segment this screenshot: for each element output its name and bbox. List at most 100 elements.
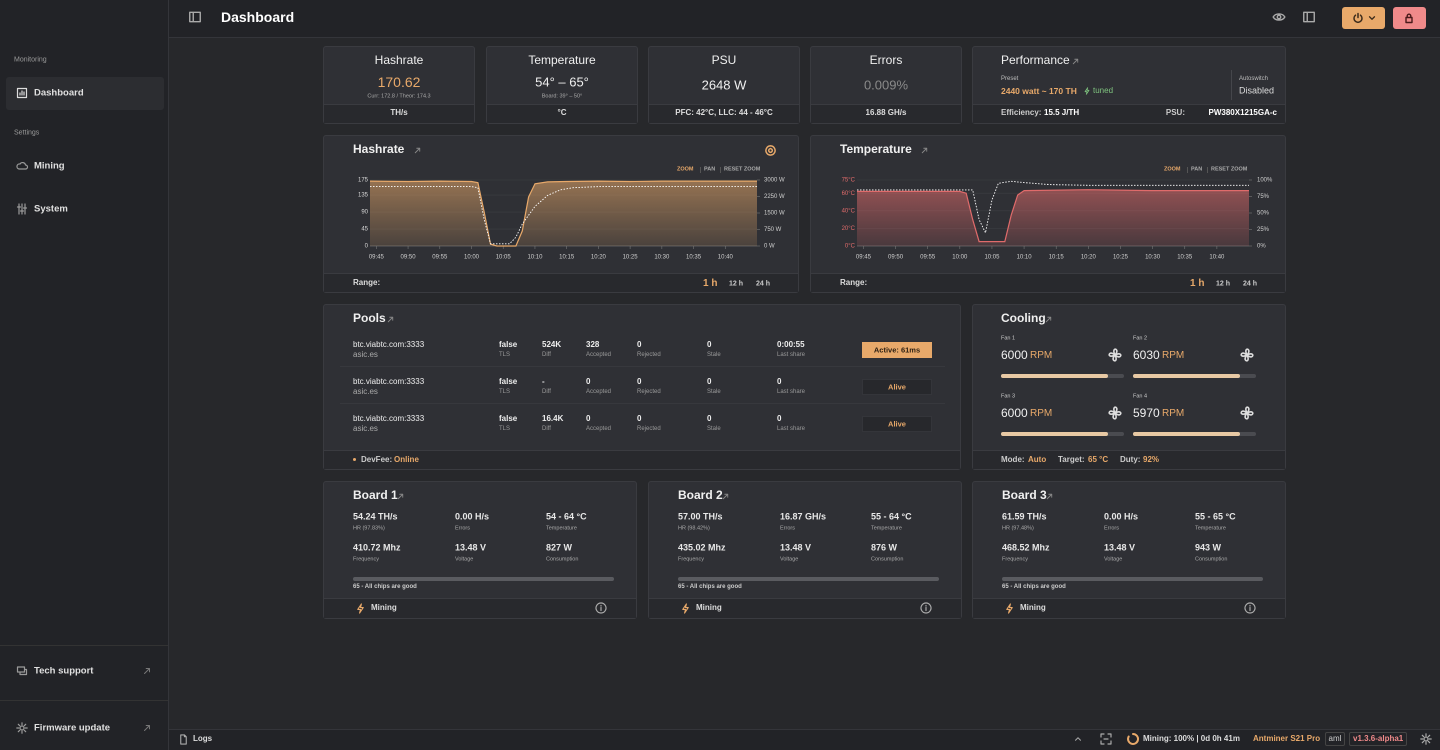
chart-control[interactable]: RESET ZOOM bbox=[1211, 166, 1248, 173]
card-footer: 16.88 GH/s bbox=[865, 108, 907, 117]
card-title: Pools bbox=[353, 311, 386, 325]
fan-fill bbox=[1001, 374, 1108, 378]
arrow-icon bbox=[1046, 493, 1052, 499]
panel-icon[interactable] bbox=[188, 10, 202, 24]
performance-card-footer bbox=[973, 104, 1285, 123]
range-label: Range: bbox=[840, 278, 868, 287]
tuned: tuned bbox=[1093, 86, 1114, 95]
card-title: Errors bbox=[869, 53, 903, 67]
board-label: Errors bbox=[1104, 525, 1119, 532]
label: DevFee: bbox=[361, 455, 393, 464]
tag-box bbox=[1325, 732, 1345, 746]
board-label: Consumption bbox=[1195, 556, 1228, 563]
section-label: Settings bbox=[14, 129, 40, 137]
pool-stale: 0 bbox=[707, 377, 712, 386]
arrow-icon bbox=[144, 668, 150, 674]
nav-active[interactable] bbox=[6, 77, 164, 110]
nav-item[interactable]: System bbox=[34, 203, 68, 215]
page-title: Dashboard bbox=[221, 9, 295, 25]
info-icon[interactable] bbox=[1244, 602, 1256, 614]
fan-rpm: 6000 bbox=[1001, 406, 1028, 420]
range-option[interactable]: 1 h bbox=[1190, 278, 1205, 289]
board-card bbox=[648, 481, 962, 619]
card-detail: Curr: 172.8 / Theor: 174.3 bbox=[367, 93, 431, 100]
card-title: Board 2 bbox=[678, 488, 723, 502]
gear-icon bbox=[16, 722, 28, 734]
tag: aml bbox=[1328, 734, 1342, 743]
info-icon[interactable] bbox=[920, 602, 932, 614]
chart-card bbox=[323, 135, 799, 293]
range-option[interactable]: 12 h bbox=[1216, 280, 1231, 288]
lock-icon bbox=[1405, 13, 1413, 24]
arrow-glyph bbox=[387, 316, 393, 322]
pool-label: Diff bbox=[542, 389, 551, 395]
pool-label: Stale bbox=[707, 426, 721, 432]
pool-label: Last share bbox=[777, 389, 806, 395]
nav-item[interactable]: Dashboard bbox=[34, 87, 84, 99]
board-temperature: 54 - 64 °C bbox=[546, 511, 587, 522]
gear-icon[interactable] bbox=[1420, 733, 1432, 745]
range-option[interactable]: 1 h bbox=[703, 278, 718, 289]
nav-item[interactable]: Tech support bbox=[34, 665, 94, 677]
range-option[interactable]: 24 h bbox=[1243, 280, 1258, 288]
board-label: Frequency bbox=[678, 556, 704, 563]
pool-label: Last share bbox=[777, 352, 806, 358]
spinner-icon bbox=[1127, 732, 1139, 745]
panel-icon[interactable] bbox=[1302, 10, 1316, 24]
cloud-icon bbox=[16, 161, 29, 170]
chart-control[interactable]: ZOOM bbox=[677, 166, 694, 173]
chart-control[interactable]: ZOOM bbox=[1164, 166, 1181, 173]
chip-status: 65 - All chips are good bbox=[1002, 584, 1066, 590]
cooling-target: 65 °C bbox=[1088, 455, 1109, 464]
board-status: Mining bbox=[1020, 603, 1046, 612]
top-bar bbox=[169, 0, 1440, 38]
info-icon[interactable] bbox=[595, 602, 607, 614]
label: Duty: bbox=[1120, 455, 1141, 464]
chevdown-icon bbox=[1368, 16, 1376, 20]
chart-control[interactable]: RESET ZOOM bbox=[724, 166, 761, 173]
pool-url: btc.viabtc.com:3333 bbox=[353, 340, 425, 349]
row-divider bbox=[340, 366, 945, 367]
cloud-glyph bbox=[16, 161, 29, 170]
pool-user: asic.es bbox=[353, 350, 378, 359]
summary-card-footer bbox=[811, 104, 961, 123]
target-icon[interactable] bbox=[764, 144, 776, 156]
pool-label: Rejected bbox=[637, 352, 661, 358]
bolt-icon bbox=[356, 602, 364, 614]
chart-control[interactable]: PAN bbox=[704, 166, 716, 173]
range-option[interactable]: 12 h bbox=[729, 280, 744, 288]
board-label: HR (98.42%) bbox=[678, 525, 710, 532]
version: v1.3.6-alpha1 bbox=[1353, 734, 1404, 743]
board-label: Voltage bbox=[455, 556, 474, 563]
sliders-glyph bbox=[16, 203, 28, 215]
preset: 2440 watt ~ 170 TH bbox=[1001, 85, 1077, 96]
pool-stale: 0 bbox=[707, 340, 712, 349]
card-footer: TH/s bbox=[390, 108, 408, 117]
psu-model: PW380X1215GA-c bbox=[1208, 108, 1277, 117]
mining-status: Mining: 100% | 0d 0h 41m bbox=[1143, 734, 1240, 743]
range-option[interactable]: 24 h bbox=[756, 280, 771, 288]
chevron-icon bbox=[1075, 737, 1081, 741]
restart-button[interactable] bbox=[1342, 7, 1385, 29]
logs-link[interactable]: Logs bbox=[193, 734, 213, 743]
devfee: Online bbox=[394, 455, 419, 464]
label: PSU: bbox=[1165, 108, 1185, 117]
chart-card-footer bbox=[324, 273, 798, 292]
summary-card-footer bbox=[649, 104, 799, 123]
status-badge bbox=[862, 342, 932, 358]
pool-status: Active: 61ms bbox=[873, 345, 921, 355]
pool-user: asic.es bbox=[353, 387, 378, 396]
eye-icon[interactable] bbox=[1272, 10, 1286, 24]
card-title: Performance bbox=[1001, 53, 1070, 67]
pool-diff: 524K bbox=[542, 340, 562, 349]
nav-item[interactable]: Firmware update bbox=[34, 722, 111, 734]
nav-item[interactable]: Mining bbox=[34, 160, 65, 172]
pool-rejected: 0 bbox=[637, 414, 642, 423]
pool-label: Diff bbox=[542, 426, 551, 432]
arrow-glyph bbox=[1046, 493, 1052, 499]
arrow-glyph bbox=[1045, 316, 1051, 322]
chart-control[interactable]: PAN bbox=[1191, 166, 1203, 173]
board-label: Temperature bbox=[546, 525, 577, 532]
fan-rpm: 5970 bbox=[1133, 406, 1160, 420]
board-card-footer bbox=[324, 598, 636, 618]
